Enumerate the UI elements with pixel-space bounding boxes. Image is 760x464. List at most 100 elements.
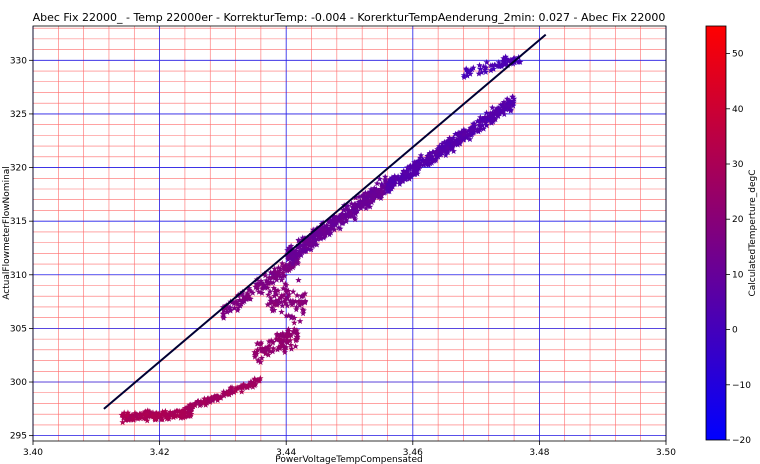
scatter-point <box>279 269 287 276</box>
scatter-point <box>441 142 449 149</box>
scatter-point <box>504 99 511 106</box>
scatter-point <box>192 402 199 409</box>
plot-frame <box>32 25 667 442</box>
scatter-point <box>482 64 490 71</box>
scatter-point <box>482 119 489 126</box>
scatter-point <box>234 307 241 314</box>
scatter-point <box>273 332 281 339</box>
scatter-point <box>234 300 241 308</box>
scatter-point <box>206 398 214 405</box>
scatter-point <box>220 388 227 395</box>
scatter-point <box>370 192 378 199</box>
scatter-point <box>153 410 161 417</box>
scatter-point <box>490 112 497 119</box>
scatter-point <box>324 224 331 231</box>
scatter-point <box>289 260 297 267</box>
scatter-point <box>348 200 355 207</box>
scatter-point <box>133 412 141 419</box>
scatter-point <box>438 140 446 147</box>
scatter-point <box>232 299 239 306</box>
scatter-point <box>352 208 360 215</box>
scatter-point <box>278 298 285 305</box>
scatter-point <box>120 409 128 416</box>
scatter-point <box>283 312 290 319</box>
scatter-point <box>414 164 422 171</box>
scatter-point <box>188 405 196 412</box>
scatter-point <box>300 246 308 253</box>
scatter-point <box>279 332 287 339</box>
scatter-point <box>264 284 271 291</box>
scatter-point <box>443 139 450 146</box>
scatter-point <box>511 55 519 62</box>
scatter-point <box>295 252 302 259</box>
scatter-point <box>119 418 126 426</box>
scatter-point <box>403 170 410 177</box>
scatter-point <box>442 152 449 159</box>
colorbar-label: CalculatedTemperture_degC <box>748 170 758 297</box>
scatter-point <box>284 246 291 254</box>
scatter-point <box>254 285 261 292</box>
scatter-point <box>219 390 227 397</box>
scatter-point <box>329 214 337 221</box>
scatter-point <box>475 121 483 128</box>
scatter-point <box>317 226 325 233</box>
scatter-point <box>291 319 298 326</box>
colorbar-tick-label: 50 <box>732 50 744 60</box>
scatter-point <box>220 313 227 320</box>
scatter-point <box>287 332 295 339</box>
y-tick-label: 330 <box>10 56 27 66</box>
scatter-point <box>294 330 301 337</box>
scatter-point <box>507 106 515 113</box>
scatter-point <box>301 290 309 297</box>
scatter-point <box>216 394 223 401</box>
scatter-point <box>280 285 287 292</box>
scatter-point <box>301 246 309 253</box>
scatter-point <box>344 202 352 209</box>
scatter-point <box>279 338 286 345</box>
scatter-point <box>231 304 238 311</box>
scatter-point <box>275 264 282 271</box>
scatter-point <box>258 354 265 361</box>
scatter-point <box>362 189 369 196</box>
scatter-point <box>456 140 464 147</box>
scatter-point <box>187 410 195 417</box>
scatter-point <box>488 116 495 123</box>
x-tick-label: 3.50 <box>656 448 676 458</box>
scatter-point <box>417 152 425 159</box>
scatter-point <box>465 126 473 134</box>
scatter-point <box>274 299 282 306</box>
scatter-point <box>279 302 286 309</box>
x-tick-label: 3.44 <box>276 448 296 458</box>
scatter-point <box>331 217 339 224</box>
scatter-point <box>477 122 484 129</box>
scatter-point <box>445 137 452 144</box>
scatter-point <box>418 161 425 168</box>
scatter-point <box>507 98 514 105</box>
scatter-point <box>262 344 269 351</box>
scatter-point <box>398 172 405 179</box>
scatter-point <box>450 134 457 141</box>
scatter-point <box>251 353 259 360</box>
scatter-point <box>497 101 505 108</box>
scatter-point <box>500 55 507 62</box>
scatter-point <box>283 334 291 341</box>
scatter-point <box>335 213 343 220</box>
scatter-point <box>454 137 461 144</box>
scatter-point <box>282 299 289 306</box>
scatter-point <box>498 63 505 70</box>
scatter-point <box>469 120 477 127</box>
scatter-point <box>464 68 471 75</box>
scatter-point <box>142 411 150 419</box>
scatter-point <box>289 255 296 262</box>
scatter-point <box>355 193 363 200</box>
scatter-point <box>355 200 362 207</box>
scatter-point <box>487 110 494 117</box>
scatter-point <box>464 72 471 79</box>
scatter-point <box>287 341 295 348</box>
scatter-point <box>411 168 418 175</box>
scatter-point <box>351 200 358 207</box>
scatter-point <box>426 150 434 157</box>
scatter-point <box>416 163 424 170</box>
scatter-point <box>460 131 467 138</box>
scatter-point <box>298 293 305 300</box>
